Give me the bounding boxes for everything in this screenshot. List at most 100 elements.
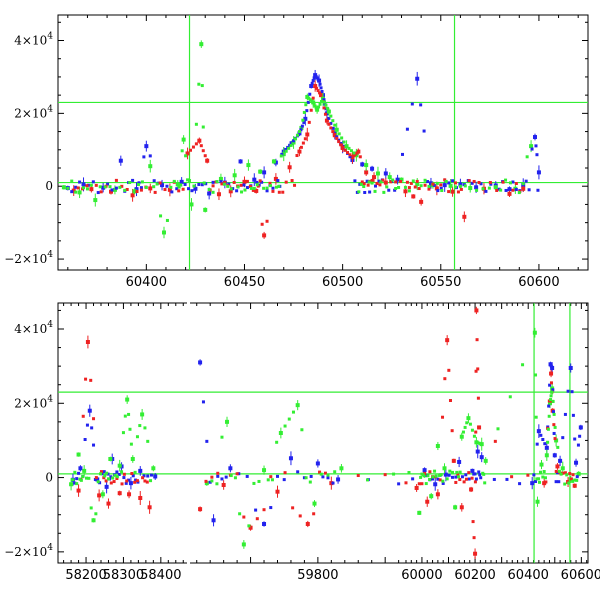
red-data-point [561,471,565,475]
green-data-point [210,479,214,483]
red-data-point [488,180,492,184]
green-data-point [289,143,293,147]
blue-data-point [563,412,567,416]
blue-data-point [470,468,475,473]
green-data-point [535,477,539,481]
green-data-point [257,479,261,483]
green-data-point [241,542,246,547]
blue-data-point [578,434,582,438]
red-data-point [245,179,249,183]
red-data-point [555,464,560,469]
green-data-point [274,185,278,189]
green-data-point [532,330,537,335]
green-data-point [370,181,374,185]
red-data-point [312,512,316,516]
blue-data-point [106,182,110,186]
blue-data-point [331,126,335,130]
red-data-point [417,482,421,486]
green-data-point [499,188,503,192]
blue-data-point [310,81,314,85]
blue-data-point [138,468,143,473]
x-tick-label: 60200 [454,568,495,583]
blue-data-point [93,478,97,482]
blue-data-point [405,127,409,131]
green-data-point [517,191,521,195]
blue-data-point [90,426,94,430]
blue-data-point [142,474,146,478]
blue-data-point [576,443,580,447]
green-data-point [121,431,125,435]
green-data-point [304,103,308,107]
red-data-point [102,476,106,480]
blue-data-point [442,183,447,188]
blue-data-point [235,189,239,193]
green-data-point [211,190,215,194]
blue-data-point [541,438,545,441]
red-data-point [203,154,207,158]
blue-data-point [131,474,135,478]
green-data-point [61,185,66,190]
green-data-point [128,427,132,431]
red-data-point [283,471,287,475]
green-data-point [69,482,74,487]
red-data-point [94,476,98,480]
blue-data-point [534,144,538,148]
red-data-point [364,170,369,175]
green-data-point [334,127,339,132]
red-data-point [167,187,172,192]
green-data-point [317,105,321,109]
blue-data-point [308,92,312,96]
blue-data-point [568,366,573,370]
green-data-point [222,182,226,186]
blue-data-point [70,190,74,194]
red-data-point [443,178,447,182]
red-data-point [271,189,275,193]
red-data-point [185,151,190,156]
green-data-point [277,184,281,188]
red-data-point [189,148,192,152]
red-data-point [435,492,440,497]
red-data-point [311,96,315,100]
red-data-point [472,536,476,540]
green-data-point [75,482,79,486]
green-data-point [549,398,553,402]
green-data-point [465,421,469,425]
green-data-point [82,186,86,190]
blue-data-point [433,482,438,487]
red-data-point [454,181,457,185]
green-data-point [301,118,305,122]
green-data-point [112,187,117,192]
green-data-point [445,477,449,481]
red-data-point [514,182,518,186]
green-data-point [85,476,89,480]
red-data-point [439,183,443,187]
blue-data-point [552,431,556,435]
green-data-point [192,184,196,188]
blue-data-point [315,461,320,466]
green-data-point [89,506,93,510]
red-data-point [383,473,387,477]
blue-data-point [207,191,212,196]
red-data-point [549,381,553,385]
x-tick-label: 60450 [224,275,265,290]
blue-data-point [160,183,165,188]
blue-data-point [331,481,335,485]
green-data-point [326,473,330,477]
blue-data-point [200,183,204,187]
red-data-point [260,222,264,226]
red-data-point [135,190,139,194]
blue-data-point [299,128,303,132]
red-data-point [94,183,98,187]
green-data-point [359,182,363,186]
blue-data-point [201,400,205,404]
green-data-point [458,184,462,188]
green-data-point [329,114,333,118]
green-data-point [204,481,209,486]
green-data-point [215,482,219,486]
red-data-point [115,476,119,480]
red-data-point [447,190,451,194]
green-data-point [117,463,122,468]
red-data-point [99,190,103,194]
red-data-point [210,475,214,479]
green-data-point [194,122,198,126]
